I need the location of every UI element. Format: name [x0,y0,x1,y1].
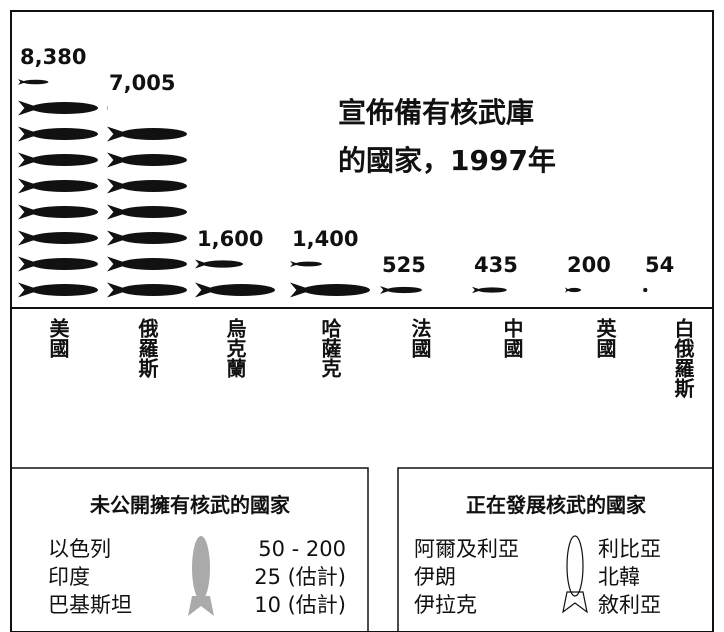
bomb-tail [107,257,129,272]
bomb-tail [107,179,129,194]
bomb-tail [380,286,392,294]
value-label: 1,600 [197,227,263,251]
bomb-tail [195,283,217,298]
bomb-body [203,260,243,267]
bomb-body [120,206,187,218]
bomb-tail [290,261,299,267]
bomb-body [31,128,98,140]
value-label: 435 [474,253,518,277]
country: 巴基斯坦 [48,593,132,617]
category-label: 烏克蘭 [223,317,247,379]
bomb-body [23,80,49,85]
bomb-tail [18,283,40,298]
bomb-tail [18,205,40,220]
value-label: 200 [567,253,611,277]
country: 北韓 [598,565,640,589]
bomb-body [387,287,422,293]
country: 以色列 [48,537,111,561]
bomb-body [120,180,187,192]
bomb-body [120,258,187,270]
bomb-body [31,206,98,218]
bomb-tail [107,127,129,142]
bomb-stack [380,286,422,294]
bomb-body [295,262,322,267]
bomb-tail [18,231,40,246]
country: 利比亞 [598,537,661,561]
bomb-outline [563,536,587,612]
chart-title: 宣佈備有核武庫 [338,96,534,129]
bomb-body [120,154,187,166]
bomb-stack [643,287,647,292]
bomb-stack [290,261,370,298]
box-title: 未公開擁有核武的國家 [90,493,291,517]
bomb-tail [107,231,129,246]
bomb-body [31,258,98,270]
bomb-stack [195,260,275,298]
bomb-tail [18,79,27,85]
bomb-stack [18,79,98,297]
estimate: 10 (估計) [254,593,346,617]
bomb-tail [565,287,569,292]
bomb-body [31,232,98,244]
bomb-body [568,288,581,292]
bomb-body [120,128,187,140]
category-label: 俄羅斯 [135,318,159,379]
category-label: 美國 [46,317,70,359]
category-label: 法國 [408,317,432,359]
country: 印度 [48,565,90,589]
bomb-body [478,287,507,292]
bomb-tail [472,287,482,294]
bomb-body [31,284,98,296]
bomb-body [208,284,275,296]
value-label: 1,400 [292,227,358,251]
category-label: 中國 [500,317,524,359]
value-label: 525 [382,253,426,277]
bomb-tail [290,283,312,298]
bomb-tail [107,283,129,298]
bomb-body [120,284,187,296]
bomb-tail [18,127,40,142]
value-label: 7,005 [109,71,175,95]
bomb-icon [188,536,214,616]
bomb-tail [107,153,129,168]
bomb-tail [107,205,129,220]
category-label: 英國 [593,317,617,359]
bomb-body [31,102,98,114]
category-label: 哈薩克 [318,318,342,379]
estimate: 50 - 200 [258,537,346,561]
bomb-body [303,284,370,296]
bomb-stack [472,287,507,294]
bomb-tail [18,179,40,194]
box-title: 正在發展核武的國家 [466,493,647,517]
bomb-tail [18,257,40,272]
bomb-tail [195,260,208,269]
bomb-body [31,180,98,192]
bomb-body [31,154,98,166]
bomb-stack [565,287,581,292]
value-label: 8,380 [20,45,86,69]
chart-title: 的國家，1997年 [338,144,556,177]
country: 阿爾及利亞 [414,537,519,561]
bomb-stack [107,105,187,297]
country: 伊拉克 [414,593,477,617]
bomb-tail [18,101,40,116]
value-label: 54 [645,253,674,277]
category-label: 白俄羅斯 [671,317,695,399]
bomb-tail [18,153,40,168]
estimate: 25 (估計) [254,565,346,589]
bomb-body [644,288,648,292]
country: 敘利亞 [598,593,661,617]
country: 伊朗 [414,565,456,589]
chart: 宣佈備有核武庫 的國家，1997年 未公開擁有核武的國家 以色列 印度 巴基斯坦… [0,0,724,632]
bomb-body [120,232,187,244]
bomb-tail [643,287,644,292]
